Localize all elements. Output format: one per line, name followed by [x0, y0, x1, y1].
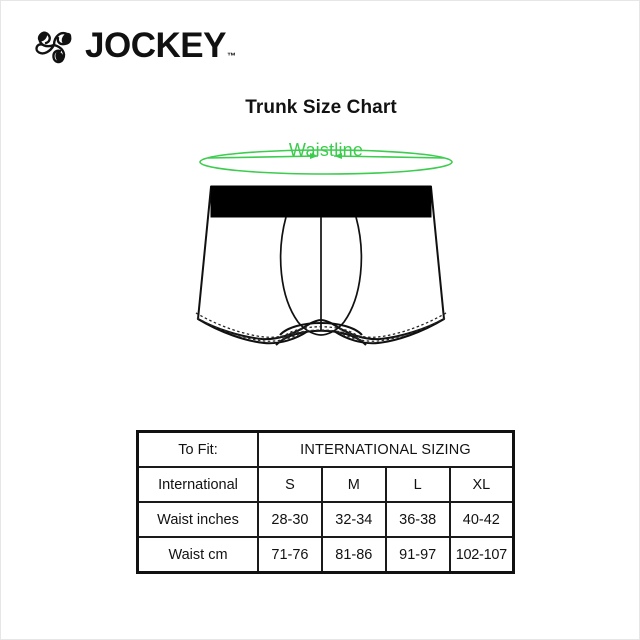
- row-label-international: International: [136, 466, 259, 503]
- cell-waist-inches-l: 36-38: [384, 501, 451, 538]
- cell-waist-cm-xl: 102-107: [448, 536, 515, 574]
- waistline-callout: Waistline: [196, 134, 456, 180]
- size-chart-table: To Fit: INTERNATIONAL SIZING Internation…: [136, 430, 515, 574]
- brand-header: JOCKEY™: [31, 21, 236, 69]
- table-row: To Fit: INTERNATIONAL SIZING: [136, 430, 515, 468]
- table-row: International S M L XL: [136, 466, 515, 503]
- trunk-underwear-illustration: [176, 179, 466, 374]
- page-title: Trunk Size Chart: [245, 97, 397, 118]
- international-sizing-header: INTERNATIONAL SIZING: [257, 430, 515, 468]
- cell-waist-inches-xl: 40-42: [448, 501, 515, 538]
- cell-waist-inches-s: 28-30: [257, 501, 323, 538]
- table-row: Waist inches 28-30 32-34 36-38 40-42: [136, 501, 515, 538]
- cell-international-xl: XL: [448, 466, 515, 503]
- cell-waist-cm-l: 91-97: [384, 536, 451, 574]
- cell-international-m: M: [320, 466, 387, 503]
- cell-waist-inches-m: 32-34: [320, 501, 387, 538]
- jockey-swirl-logo-icon: [31, 23, 77, 67]
- brand-wordmark-text: JOCKEY: [85, 25, 226, 65]
- cell-waist-cm-m: 81-86: [320, 536, 387, 574]
- cell-waist-cm-s: 71-76: [257, 536, 323, 574]
- cell-international-l: L: [384, 466, 451, 503]
- trademark-symbol: ™: [226, 50, 236, 61]
- row-label-to-fit: To Fit:: [136, 430, 259, 468]
- brand-wordmark: JOCKEY™: [85, 25, 236, 65]
- size-chart-table-wrapper: To Fit: INTERNATIONAL SIZING Internation…: [136, 430, 515, 574]
- cell-international-s: S: [257, 466, 323, 503]
- table-row: Waist cm 71-76 81-86 91-97 102-107: [136, 536, 515, 574]
- waistline-label: Waistline: [288, 140, 364, 160]
- row-label-waist-cm: Waist cm: [136, 536, 259, 574]
- row-label-waist-inches: Waist inches: [136, 501, 259, 538]
